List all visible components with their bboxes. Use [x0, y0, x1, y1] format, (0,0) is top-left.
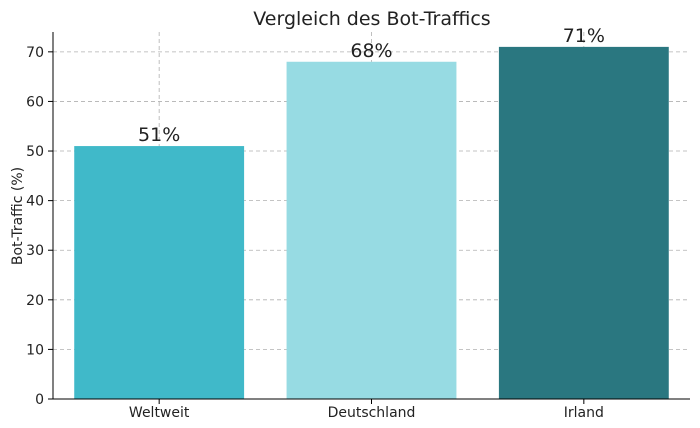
bar-deutschland	[286, 61, 457, 400]
chart-title: Vergleich des Bot-Traffics	[253, 8, 490, 30]
y-tick-label: 30	[26, 243, 44, 259]
y-tick-label: 50	[26, 144, 44, 160]
y-tick-label: 40	[26, 194, 44, 210]
y-tick-label: 0	[35, 392, 44, 408]
bar-irland	[498, 46, 669, 399]
data-label: 68%	[350, 40, 392, 62]
data-label: 71%	[563, 25, 605, 47]
x-tick-label: Weltweit	[129, 405, 190, 421]
axes	[48, 32, 690, 404]
y-axis-label: Bot-Traffic (%)	[10, 167, 26, 265]
y-tick-label: 70	[26, 45, 44, 61]
bars	[74, 46, 669, 400]
data-label: 51%	[138, 124, 180, 146]
labels: 0 10 20 30 40 50 60 70 Weltweit 51% Deutschland 68%…	[26, 25, 605, 421]
y-tick-label: 60	[26, 94, 44, 110]
y-tick-label: 20	[26, 293, 44, 309]
x-tick-label: Irland	[564, 405, 604, 421]
bar-weltweit	[74, 146, 245, 399]
x-tick-label: Deutschland	[328, 405, 416, 421]
y-tick-label: 10	[26, 342, 44, 358]
